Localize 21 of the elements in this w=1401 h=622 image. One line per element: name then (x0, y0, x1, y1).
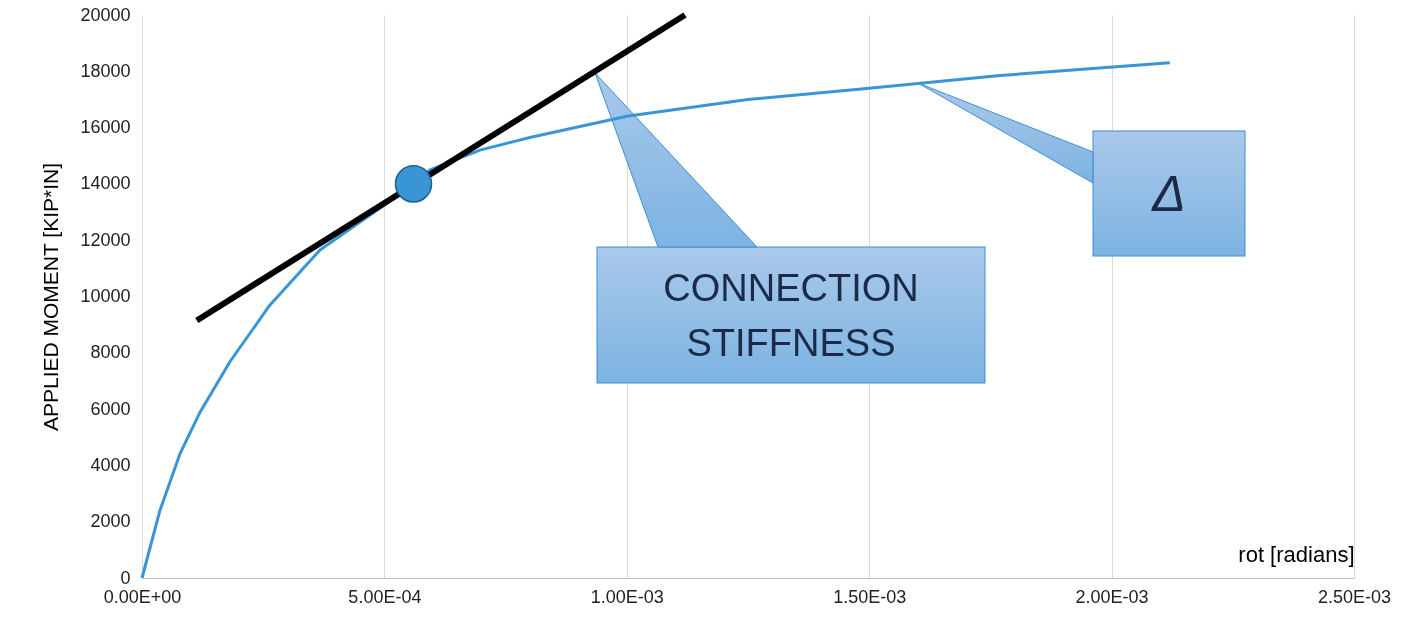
y-tick-label: 20000 (80, 4, 131, 25)
annotation: CONNECTION STIFFNESS (663, 266, 919, 364)
x-tick-label: 0.00E+00 (103, 586, 182, 607)
x-axis-title: rot [radians] (1238, 541, 1355, 567)
annotation: Δ (1151, 166, 1186, 222)
x-tick-label: 2.50E-03 (1317, 586, 1392, 607)
x-tick-label: 1.50E-03 (833, 586, 907, 607)
y-tick-label: 0 (120, 567, 131, 588)
y-tick-label: 8000 (90, 342, 131, 363)
x-tick-label: 5.00E-04 (348, 586, 422, 607)
y-tick-label: 16000 (80, 117, 131, 138)
y-tick-label: 12000 (80, 229, 131, 250)
y-axis-title: APPLIED MOMENT [KIP*IN] (39, 162, 63, 432)
x-tick-label: 2.00E-03 (1075, 586, 1149, 607)
y-tick-label: 4000 (90, 454, 131, 475)
y-tick-label: 18000 (80, 60, 131, 81)
y-tick-label: 14000 (80, 173, 131, 194)
y-tick-label: 6000 (90, 398, 131, 419)
x-tick-label: 1.00E-03 (590, 586, 664, 607)
y-tick-label: 2000 (90, 511, 131, 532)
y-tick-label: 10000 (80, 286, 131, 306)
